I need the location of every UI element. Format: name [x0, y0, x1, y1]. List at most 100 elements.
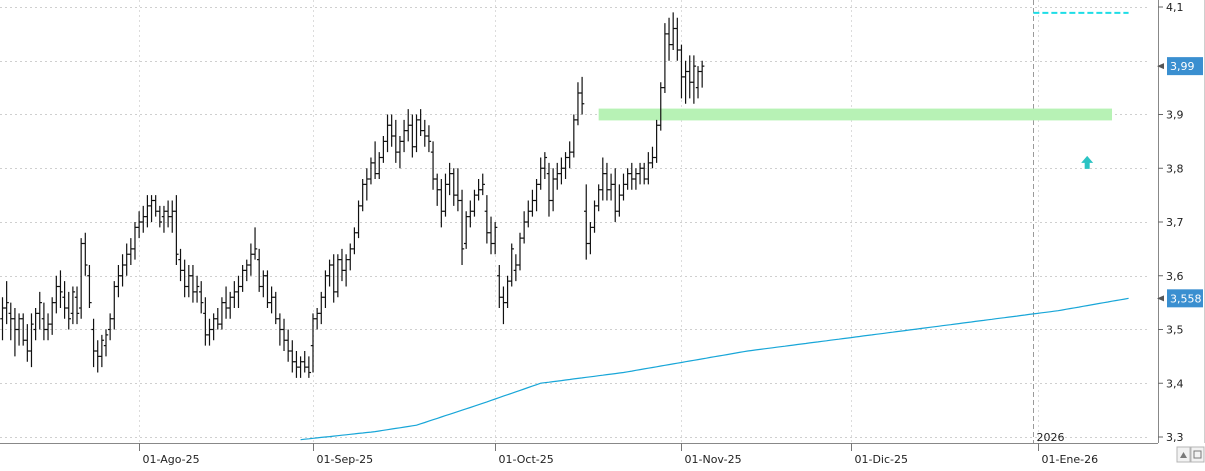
ohlc-bar — [385, 114, 390, 153]
ohlc-bar — [285, 329, 291, 362]
ohlc-bar — [12, 308, 18, 357]
ohlc-bar — [393, 119, 398, 163]
ohlc-bar — [319, 291, 324, 325]
ohlc-bar — [194, 275, 200, 303]
ohlc-bar — [447, 162, 452, 196]
ohlc-bar — [211, 313, 216, 341]
ohlc-bar — [364, 168, 370, 201]
ohlc-bar — [401, 119, 407, 153]
ohlc-bar — [368, 157, 374, 185]
x-tick-label: 01-Nov-25 — [685, 453, 742, 466]
ohlc-bar — [149, 195, 154, 222]
x-tick-label: 01-Ene-26 — [1042, 453, 1099, 466]
ohlc-bar — [472, 189, 477, 217]
ohlc-bar — [389, 114, 394, 147]
ohlc-bar — [571, 114, 577, 158]
ohlc-bar — [538, 157, 543, 190]
price-badge-pointer — [1157, 63, 1164, 70]
ohlc-bar — [120, 254, 125, 287]
ohlc-bar — [670, 12, 676, 50]
ohlc-bar — [414, 114, 419, 153]
y-axis: 3,3 3,4 3,5 3,6 3,7 3,8 3,9 4,1 3,99 3,558 — [1157, 0, 1205, 444]
ohlc-bar — [306, 356, 312, 378]
ohlc-bar — [492, 222, 498, 255]
ohlc-bar — [0, 297, 5, 341]
ohlc-bar — [252, 227, 258, 260]
ohlc-bar — [161, 205, 167, 233]
ohlc-bar — [501, 286, 506, 325]
ohlc-bar — [128, 238, 134, 265]
ohlc-bar — [459, 189, 465, 265]
ohlc-bar — [244, 259, 249, 282]
ohlc-bar — [505, 275, 510, 308]
ohlc-bar — [617, 184, 622, 217]
ohlc-bar — [228, 291, 233, 319]
y-tick-label: 3,4 — [1166, 377, 1184, 390]
price-badge-box — [1167, 57, 1203, 76]
ohlc-bar — [579, 76, 585, 115]
ohlc-bar — [116, 265, 121, 298]
ohlc-bar — [439, 179, 444, 228]
ohlc-bar — [199, 281, 204, 314]
ohlc-bar — [592, 200, 597, 233]
resistance-zone — [598, 108, 1113, 121]
ohlc-bar — [339, 248, 345, 282]
ohlc-bar — [650, 146, 655, 169]
ohlc-bar — [45, 313, 51, 341]
ohlc-bar — [608, 173, 614, 201]
ohlc-bar — [348, 243, 353, 271]
y-tick-label: 3,5 — [1166, 324, 1184, 337]
ohlc-bar — [588, 222, 593, 255]
ohlc-bar — [642, 162, 647, 185]
ohlc-bar — [66, 291, 71, 330]
ohlc-bar — [377, 152, 382, 179]
axis-controls — [1176, 446, 1205, 463]
ohlc-bar — [604, 162, 610, 201]
ohlc-bar — [112, 281, 117, 330]
ohlc-bar — [517, 232, 523, 271]
y-tick-label: 3,6 — [1166, 270, 1184, 283]
ohlc-bar — [356, 200, 361, 239]
ma-badge-label: 3,558 — [1170, 292, 1202, 305]
ohlc-bars — [0, 12, 705, 378]
ohlc-bar — [70, 286, 76, 325]
ohlc-bar — [33, 308, 38, 341]
ohlc-bar — [190, 265, 196, 303]
y-tick-label: 3,3 — [1166, 431, 1184, 444]
ohlc-bar — [426, 125, 432, 153]
ohlc-bar — [435, 173, 440, 206]
ohlc-bar — [563, 152, 568, 179]
ohlc-bar — [58, 270, 63, 308]
ohlc-bar — [352, 227, 357, 255]
ohlc-bar — [546, 162, 552, 217]
ohlc-bar — [310, 313, 316, 373]
year-label: 2026 — [1037, 431, 1065, 444]
ohlc-bar — [78, 238, 84, 319]
ohlc-bar — [633, 168, 639, 190]
x-tick-label: 01-Sep-25 — [317, 453, 374, 466]
ohlc-bar — [136, 211, 142, 239]
x-tick-label: 01-Oct-25 — [499, 453, 554, 466]
ohlc-bar — [372, 141, 378, 179]
ohlc-bar — [683, 60, 688, 104]
ohlc-bar — [658, 82, 663, 131]
ohlc-bar — [132, 222, 138, 260]
ohlc-bar — [281, 318, 287, 351]
ma-badge-box — [1167, 289, 1203, 308]
ohlc-bar — [298, 356, 303, 378]
ohlc-bar — [223, 286, 229, 319]
y-tick-label: 3,9 — [1166, 109, 1184, 122]
ohlc-bar — [550, 168, 556, 212]
price-badge-label: 3,99 — [1170, 60, 1195, 73]
ohlc-bar — [406, 109, 411, 142]
ohlc-bar — [596, 184, 601, 212]
ohlc-bar — [343, 254, 349, 287]
ohlc-bar — [29, 313, 34, 368]
ohlc-bar — [103, 329, 109, 357]
ohlc-bar — [174, 195, 179, 265]
ohlc-bar — [269, 286, 274, 314]
ohlc-bar — [699, 60, 705, 88]
x-axis: 01-Ago-25 01-Sep-25 01-Oct-25 01-Nov-25 01-D… — [0, 431, 1205, 471]
zoom-icon — [1180, 452, 1187, 458]
ohlc-bar — [145, 195, 150, 228]
